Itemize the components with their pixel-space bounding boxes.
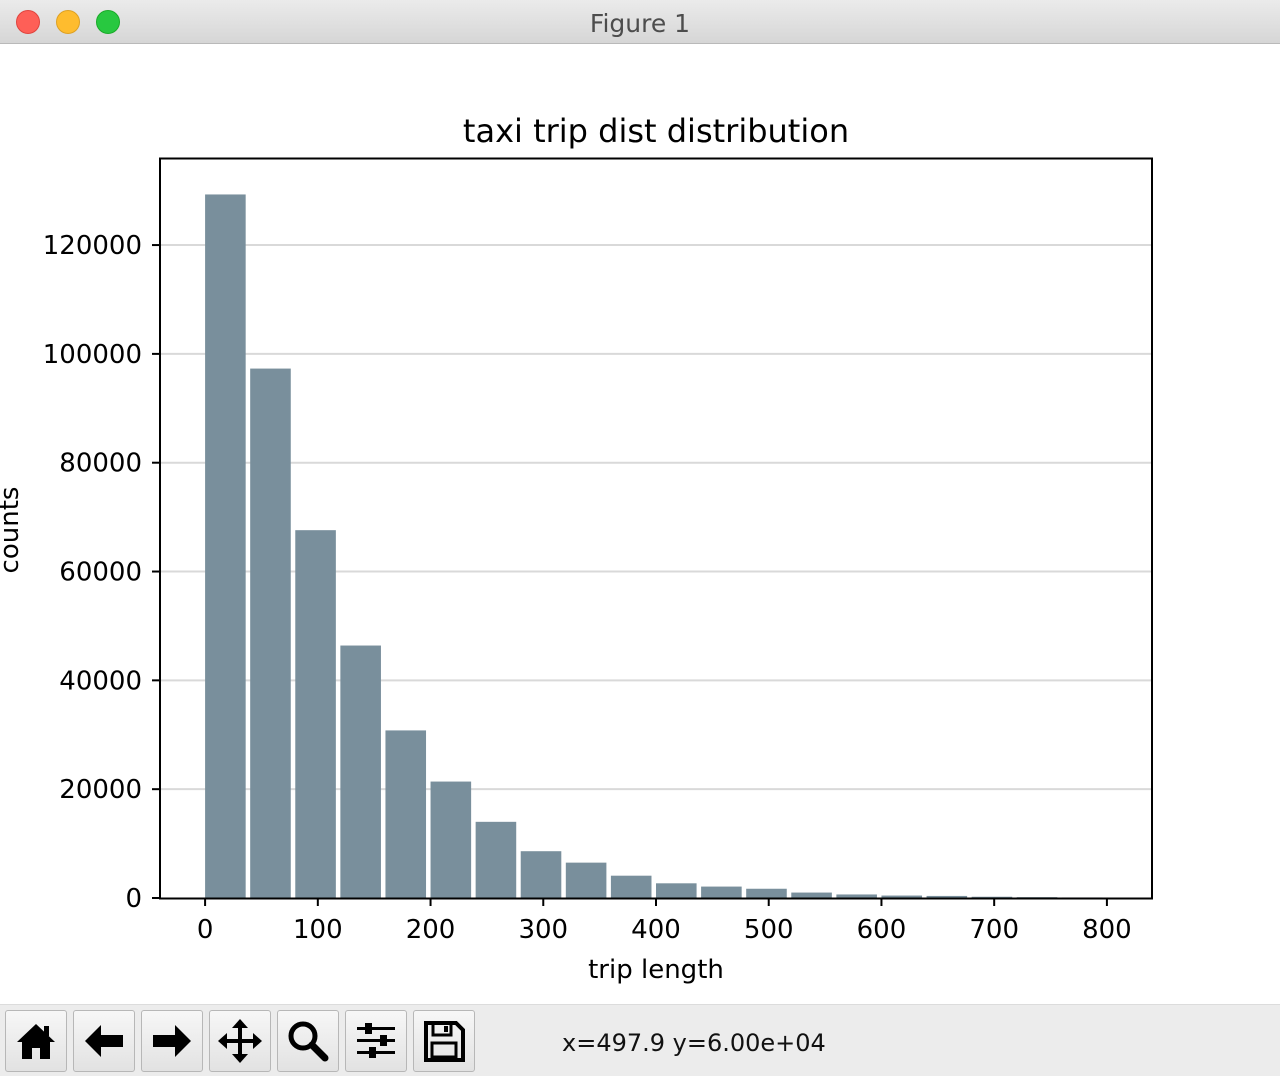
histogram-bar [340, 645, 381, 898]
zoom-button[interactable] [277, 1010, 339, 1072]
y-tick-label: 60000 [59, 558, 142, 588]
save-button[interactable] [413, 1010, 475, 1072]
move-icon [218, 1019, 262, 1063]
cursor-coordinates: x=497.9 y=6.00e+04 [562, 1029, 826, 1057]
home-icon [17, 1024, 55, 1059]
y-tick-label: 0 [125, 884, 142, 914]
histogram-bar [971, 896, 1013, 898]
x-tick-label: 300 [518, 915, 568, 945]
y-tick-label: 40000 [59, 666, 142, 696]
y-tick-label: 100000 [43, 340, 142, 370]
axis-ticks: 0 20000 40000 60000 80000 100000 120000 0 100 200… [43, 231, 1132, 945]
histogram-bar [836, 894, 877, 898]
pan-button[interactable] [209, 1010, 271, 1072]
histogram-bar [250, 368, 291, 899]
minimize-window-button[interactable] [56, 10, 80, 34]
sliders-icon [357, 1023, 395, 1058]
forward-button[interactable] [141, 1010, 203, 1072]
chart-title: taxi trip dist distribution [463, 112, 849, 150]
configure-subplots-button[interactable] [345, 1010, 407, 1072]
y-axis-label: counts [0, 487, 25, 574]
histogram-bar [656, 883, 697, 898]
histogram-chart: 0 20000 40000 60000 80000 100000 120000 0 100 200… [0, 112, 1153, 985]
histogram-bar [746, 888, 787, 898]
figure-canvas[interactable]: 0 20000 40000 60000 80000 100000 120000 0 100 200… [0, 44, 1280, 1004]
histogram-bar [520, 851, 562, 898]
x-tick-label: 0 [197, 915, 214, 945]
home-button[interactable] [5, 1010, 67, 1072]
window-title: Figure 1 [589, 9, 691, 38]
x-axis-label: trip length [588, 955, 724, 985]
window-titlebar: Figure 1 [0, 0, 1280, 44]
histogram-bar [430, 781, 472, 898]
bars [205, 194, 1103, 899]
x-tick-label: 400 [631, 915, 681, 945]
navigation-toolbar: x=497.9 y=6.00e+04 [0, 1004, 1280, 1076]
histogram-bar [701, 886, 742, 898]
y-tick-label: 80000 [59, 449, 142, 479]
floppy-disk-icon [424, 1021, 465, 1062]
histogram-bar [385, 730, 427, 898]
maximize-window-button[interactable] [96, 10, 120, 34]
close-window-button[interactable] [16, 10, 40, 34]
histogram-bar [791, 892, 832, 898]
x-tick-label: 200 [406, 915, 456, 945]
histogram-bar [295, 530, 336, 898]
histogram-bar [926, 895, 968, 898]
histogram-bar [565, 862, 607, 898]
y-tick-label: 20000 [59, 775, 142, 805]
histogram-bar [205, 194, 246, 899]
back-button[interactable] [73, 1010, 135, 1072]
arrow-right-icon [153, 1025, 191, 1057]
x-tick-label: 500 [744, 915, 794, 945]
x-tick-label: 600 [857, 915, 907, 945]
arrow-left-icon [85, 1025, 123, 1057]
x-tick-label: 100 [293, 915, 343, 945]
y-tick-label: 120000 [43, 231, 142, 261]
x-tick-label: 700 [969, 915, 1019, 945]
histogram-bar [610, 875, 652, 898]
histogram-bar [475, 821, 517, 898]
x-tick-label: 800 [1082, 915, 1132, 945]
histogram-bar [881, 895, 923, 898]
magnifier-icon [288, 1021, 329, 1062]
